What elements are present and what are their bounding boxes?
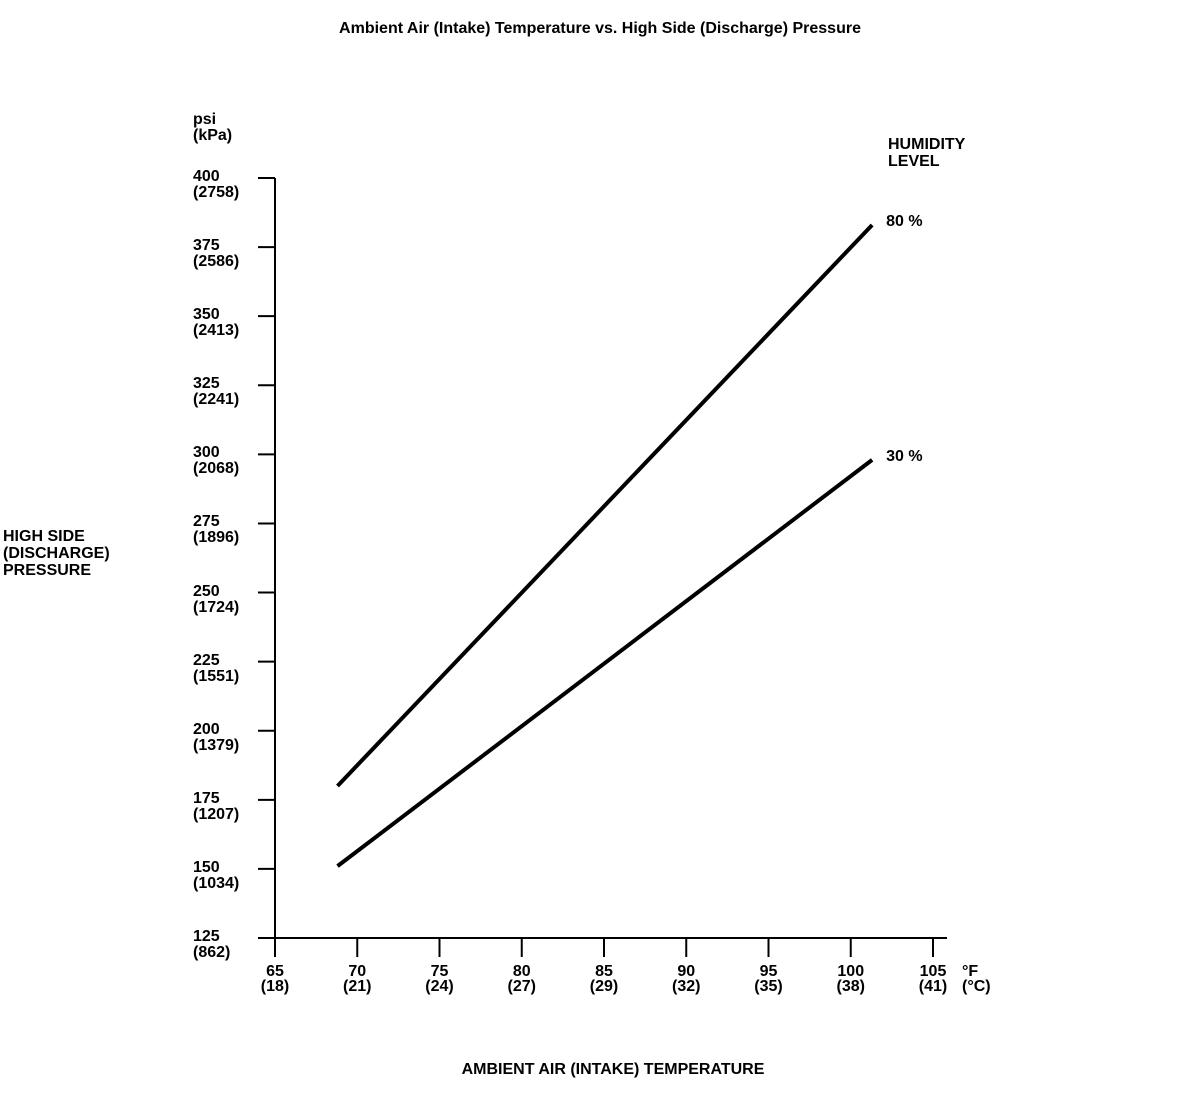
- y-axis-unit-kpa: (kPa): [193, 127, 233, 144]
- x-tick-label: 100 (38): [836, 963, 865, 995]
- y-tick-label: 175 (1207): [193, 789, 240, 823]
- x-tick-label: 75 (24): [425, 963, 454, 995]
- y-tick-label: 200 (1379): [193, 720, 240, 754]
- y-tick-label: 400 (2758): [193, 168, 240, 201]
- y-axis-unit-psi: psi: [193, 111, 217, 128]
- y-axis-title-line1: HIGH SIDE: [3, 528, 85, 545]
- y-axis-title-line3: PRESSURE: [3, 562, 92, 579]
- chart-title: Ambient Air (Intake) Temperature vs. Hig…: [339, 20, 861, 37]
- x-axis-unit-f: °F: [962, 963, 979, 980]
- x-tick-label: 80 (27): [507, 963, 536, 995]
- series-line-80: [336, 223, 874, 788]
- x-tick-label: 90 (32): [672, 963, 701, 995]
- y-tick-label: 350 (2413): [193, 306, 240, 340]
- x-tick-label: 105 (41): [918, 963, 948, 995]
- y-tick-label: 300 (2068): [193, 444, 240, 478]
- x-tick-label: 85 (29): [589, 963, 619, 995]
- series-label-80: 80 %: [886, 212, 923, 230]
- x-tick-label: 95 (35): [754, 963, 783, 995]
- legend-title-line2: LEVEL: [888, 153, 940, 170]
- y-tick-label: 125 (862): [193, 928, 231, 961]
- x-tick-label: 70 (21): [343, 963, 372, 995]
- series-line-30: [336, 458, 874, 868]
- y-axis-unit-label: psi (kPa): [193, 112, 232, 144]
- y-axis-title-line2: (DISCHARGE): [3, 545, 110, 562]
- series-label-30: 30 %: [886, 447, 923, 465]
- y-tick-label: 325 (2241): [193, 375, 240, 409]
- y-tick-label: 250 (1724): [193, 582, 240, 616]
- y-tick-label: 375 (2586): [193, 237, 240, 271]
- x-tick-label: 65 (18): [260, 963, 290, 995]
- y-tick-label: 150 (1034): [193, 858, 240, 892]
- x-axis-title: AMBIENT AIR (INTAKE) TEMPERATURE: [461, 1061, 765, 1078]
- legend-title-line1: HUMIDITY: [888, 136, 966, 153]
- y-tick-label: 275 (1896): [193, 513, 240, 547]
- y-axis-title: HIGH SIDE (DISCHARGE) PRESSURE: [3, 528, 110, 579]
- legend-title: HUMIDITY LEVEL: [888, 136, 965, 170]
- y-tick-label: 225 (1551): [193, 651, 240, 685]
- x-axis-unit-label: °F (°C): [962, 963, 991, 995]
- x-axis-unit-c: (°C): [962, 978, 991, 995]
